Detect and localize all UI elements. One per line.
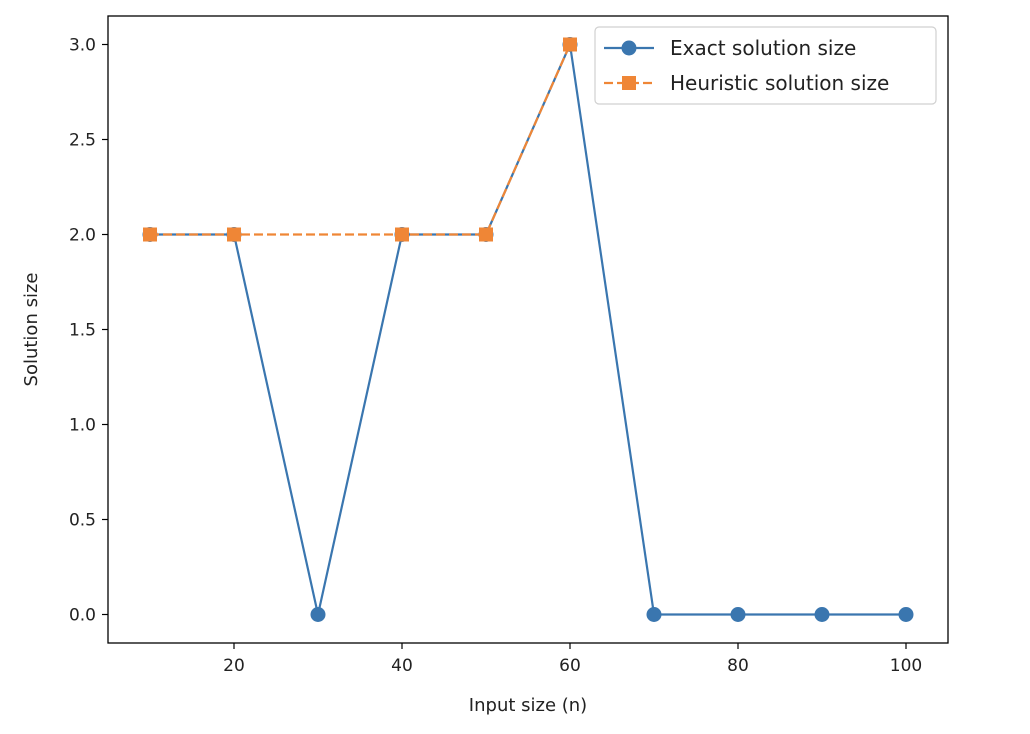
- data-point-heuristic: [395, 227, 409, 242]
- y-tick-label: 2.5: [69, 131, 96, 151]
- y-axis-label: Solution size: [21, 273, 42, 387]
- x-tick-label: 20: [223, 656, 245, 676]
- data-point-exact: [730, 607, 746, 622]
- y-tick-label: 2.0: [69, 226, 96, 246]
- legend-label-exact: Exact solution size: [670, 36, 856, 60]
- x-tick-label: 40: [391, 656, 413, 676]
- legend: Exact solution size Heuristic solution s…: [594, 26, 937, 105]
- series-line-0: [150, 40, 906, 616]
- legend-box: [594, 26, 937, 105]
- y-tick-label: 0.5: [69, 511, 96, 531]
- data-point-heuristic: [227, 227, 241, 242]
- data-point-heuristic: [479, 227, 493, 242]
- y-tick-label: 0.0: [69, 606, 96, 626]
- legend-marker-exact: [621, 40, 637, 56]
- ticks-layer: 20 40 60 80 100 0.0 0.5 1.0 1.5 2.0 2.5 3.0: [69, 36, 922, 677]
- legend-label-heuristic: Heuristic solution size: [670, 71, 889, 95]
- data-point-exact: [898, 607, 914, 622]
- data-point-heuristic: [143, 227, 157, 242]
- series-layer: [142, 37, 914, 622]
- data-point-exact: [814, 607, 830, 622]
- series-line-1: [150, 44, 572, 236]
- x-tick-label: 80: [727, 656, 749, 676]
- y-tick-label: 1.5: [69, 321, 96, 341]
- x-tick-label: 100: [890, 656, 922, 676]
- data-point-exact: [646, 607, 662, 622]
- data-point-exact: [310, 607, 326, 622]
- legend-marker-heuristic: [622, 76, 636, 90]
- x-tick-label: 60: [559, 656, 581, 676]
- y-tick-label: 3.0: [69, 36, 96, 56]
- y-tick-label: 1.0: [69, 416, 96, 436]
- plot-frame: [107, 15, 949, 644]
- x-axis-label: Input size (n): [469, 695, 587, 716]
- data-point-heuristic: [563, 37, 577, 52]
